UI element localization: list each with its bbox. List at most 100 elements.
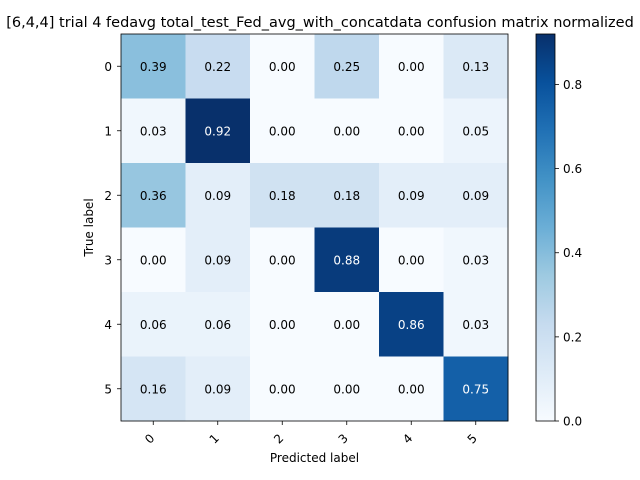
heatmap-cell bbox=[314, 163, 380, 228]
colorbar-tick-label: 0.4 bbox=[563, 246, 582, 260]
heatmap-cell bbox=[185, 356, 251, 422]
heatmap-cell bbox=[121, 227, 186, 293]
colorbar-tick-label: 0.6 bbox=[563, 162, 582, 176]
cell-value-label: 0.00 bbox=[333, 382, 360, 396]
cell-value-labels: 0.39 0.22 0.00 0.25 0.00 0.13 0.03 0.92 0.00 0.00… bbox=[140, 60, 489, 397]
heatmap-cell bbox=[443, 98, 509, 164]
cell-value-label: 0.22 bbox=[204, 60, 231, 74]
cell-value-label: 0.88 bbox=[333, 253, 360, 267]
colorbar-ticks: 0.0 0.2 0.4 0.6 0.8 bbox=[555, 78, 582, 429]
cell-value-label: 0.00 bbox=[269, 253, 296, 267]
y-tick-label: 4 bbox=[104, 318, 112, 332]
cell-value-label: 0.18 bbox=[269, 189, 296, 203]
cell-value-label: 0.92 bbox=[204, 124, 231, 138]
heatmap-cell bbox=[443, 356, 509, 422]
heatmap-cell bbox=[121, 98, 186, 164]
y-tick-label: 1 bbox=[104, 124, 112, 138]
heatmap-cell bbox=[250, 292, 315, 357]
cell-value-label: 0.00 bbox=[140, 253, 167, 267]
cell-value-label: 0.03 bbox=[462, 318, 489, 332]
heatmap-cell bbox=[121, 356, 186, 422]
heatmap-cell bbox=[185, 163, 251, 228]
heatmap-cell bbox=[314, 356, 380, 422]
heatmap-cell bbox=[314, 98, 380, 164]
heatmap-cell bbox=[314, 227, 380, 293]
heatmap-cell bbox=[185, 98, 251, 164]
heatmap-cell bbox=[250, 163, 315, 228]
cell-value-label: 0.36 bbox=[140, 189, 167, 203]
x-tick-label: 3 bbox=[336, 431, 351, 446]
cell-value-label: 0.00 bbox=[398, 253, 425, 267]
heatmap-cell bbox=[443, 292, 509, 357]
colorbar-tick-label: 0.8 bbox=[563, 78, 582, 92]
heatmap-cell bbox=[443, 227, 509, 293]
heatmap-cell bbox=[250, 34, 315, 99]
cell-value-label: 0.09 bbox=[204, 253, 231, 267]
plot-frame bbox=[120, 33, 509, 422]
heatmap-cells bbox=[121, 34, 509, 422]
y-tick-label: 0 bbox=[104, 60, 112, 74]
heatmap-cell bbox=[379, 227, 444, 293]
y-tick-label: 2 bbox=[104, 189, 112, 203]
heatmap-cell bbox=[314, 34, 380, 99]
cell-value-label: 0.06 bbox=[204, 318, 231, 332]
cell-value-label: 0.86 bbox=[398, 318, 425, 332]
cell-value-label: 0.03 bbox=[140, 124, 167, 138]
y-axis-label: True label bbox=[82, 198, 96, 257]
cell-value-label: 0.00 bbox=[269, 318, 296, 332]
heatmap-cell bbox=[314, 292, 380, 357]
heatmap-cell bbox=[379, 34, 444, 99]
cell-value-label: 0.00 bbox=[398, 124, 425, 138]
cell-value-label: 0.16 bbox=[140, 382, 167, 396]
x-tick-label: 4 bbox=[400, 431, 415, 446]
heatmap-cell bbox=[121, 292, 186, 357]
heatmap-cell bbox=[185, 227, 251, 293]
cell-value-label: 0.75 bbox=[462, 382, 489, 396]
heatmap-cell bbox=[379, 163, 444, 228]
x-tick-label: 0 bbox=[142, 431, 157, 446]
cell-value-label: 0.39 bbox=[140, 60, 167, 74]
chart-title: [6,4,4] trial 4 fedavg total_test_Fed_av… bbox=[6, 15, 634, 31]
cell-value-label: 0.00 bbox=[333, 318, 360, 332]
cell-value-label: 0.09 bbox=[204, 382, 231, 396]
y-tick-label: 3 bbox=[104, 253, 112, 267]
cell-value-label: 0.00 bbox=[333, 124, 360, 138]
heatmap-cell bbox=[250, 356, 315, 422]
heatmap-cell bbox=[250, 98, 315, 164]
x-axis-ticks: 0 1 2 3 4 5 bbox=[142, 421, 480, 447]
heatmap-cell bbox=[185, 292, 251, 357]
x-axis-label: Predicted label bbox=[270, 451, 359, 465]
cell-value-label: 0.00 bbox=[269, 124, 296, 138]
x-tick-label: 2 bbox=[271, 431, 286, 446]
cell-value-label: 0.00 bbox=[398, 382, 425, 396]
cell-value-label: 0.09 bbox=[462, 189, 489, 203]
heatmap-cell bbox=[185, 34, 251, 99]
x-tick-label: 1 bbox=[207, 431, 222, 446]
colorbar-tick-label: 0.2 bbox=[563, 330, 582, 344]
heatmap-cell bbox=[121, 34, 186, 99]
cell-value-label: 0.05 bbox=[462, 124, 489, 138]
colorbar-tick-label: 0.0 bbox=[563, 415, 582, 429]
x-tick-label: 5 bbox=[465, 431, 480, 446]
colorbar bbox=[535, 33, 556, 422]
cell-value-label: 0.06 bbox=[140, 318, 167, 332]
heatmap-cell bbox=[121, 163, 186, 228]
heatmap-cell bbox=[443, 34, 509, 99]
y-tick-label: 5 bbox=[104, 382, 112, 396]
cell-value-label: 0.03 bbox=[462, 253, 489, 267]
heatmap-cell bbox=[379, 98, 444, 164]
cell-value-label: 0.13 bbox=[462, 60, 489, 74]
cell-value-label: 0.25 bbox=[333, 60, 360, 74]
cell-value-label: 0.09 bbox=[204, 189, 231, 203]
cell-value-label: 0.00 bbox=[398, 60, 425, 74]
heatmap-cell bbox=[443, 163, 509, 228]
heatmap-cell bbox=[379, 356, 444, 422]
y-axis-ticks: 0 1 2 3 4 5 bbox=[104, 60, 121, 396]
cell-value-label: 0.18 bbox=[333, 189, 360, 203]
heatmap-cell bbox=[250, 227, 315, 293]
cell-value-label: 0.09 bbox=[398, 189, 425, 203]
cell-value-label: 0.00 bbox=[269, 60, 296, 74]
heatmap-cell bbox=[379, 292, 444, 357]
cell-value-label: 0.00 bbox=[269, 382, 296, 396]
